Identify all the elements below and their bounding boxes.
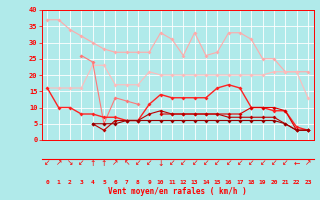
Text: Vent moyen/en rafales ( km/h ): Vent moyen/en rafales ( km/h ) [108, 187, 247, 196]
Text: 1: 1 [57, 180, 60, 184]
Text: 12: 12 [180, 180, 187, 184]
Text: 14: 14 [202, 180, 210, 184]
Text: ↙: ↙ [180, 158, 187, 168]
Text: 7: 7 [125, 180, 128, 184]
Text: 19: 19 [259, 180, 266, 184]
Text: ↙: ↙ [237, 158, 243, 168]
Text: ↓: ↓ [157, 158, 164, 168]
Text: ↘: ↘ [67, 158, 73, 168]
Text: 13: 13 [191, 180, 198, 184]
Text: 20: 20 [270, 180, 278, 184]
Text: ↑: ↑ [89, 158, 96, 168]
Text: 17: 17 [236, 180, 244, 184]
Text: 4: 4 [91, 180, 94, 184]
Text: 18: 18 [247, 180, 255, 184]
Text: 8: 8 [136, 180, 140, 184]
Text: ↗: ↗ [55, 158, 62, 168]
Text: ↙: ↙ [248, 158, 254, 168]
Text: ↙: ↙ [260, 158, 266, 168]
Text: ↙: ↙ [225, 158, 232, 168]
Text: 2: 2 [68, 180, 72, 184]
Text: 6: 6 [113, 180, 117, 184]
Text: 15: 15 [213, 180, 221, 184]
Text: 5: 5 [102, 180, 106, 184]
Text: ↙: ↙ [214, 158, 220, 168]
Text: ↙: ↙ [169, 158, 175, 168]
Text: ↙: ↙ [146, 158, 152, 168]
Text: 16: 16 [225, 180, 232, 184]
Text: ↙: ↙ [78, 158, 84, 168]
Text: ↙: ↙ [44, 158, 51, 168]
Text: 22: 22 [293, 180, 300, 184]
Text: ↙: ↙ [203, 158, 209, 168]
Text: ↗: ↗ [305, 158, 311, 168]
Text: 11: 11 [168, 180, 176, 184]
Text: ↑: ↑ [101, 158, 107, 168]
Text: 23: 23 [304, 180, 312, 184]
Text: ↗: ↗ [112, 158, 118, 168]
Text: 0: 0 [45, 180, 49, 184]
Text: ↖: ↖ [124, 158, 130, 168]
Text: 9: 9 [148, 180, 151, 184]
Text: ↙: ↙ [271, 158, 277, 168]
Text: ↙: ↙ [135, 158, 141, 168]
Text: 3: 3 [79, 180, 83, 184]
Text: 21: 21 [282, 180, 289, 184]
Text: ↙: ↙ [191, 158, 198, 168]
Text: 10: 10 [157, 180, 164, 184]
Text: ↙: ↙ [282, 158, 288, 168]
Text: ←: ← [293, 158, 300, 168]
